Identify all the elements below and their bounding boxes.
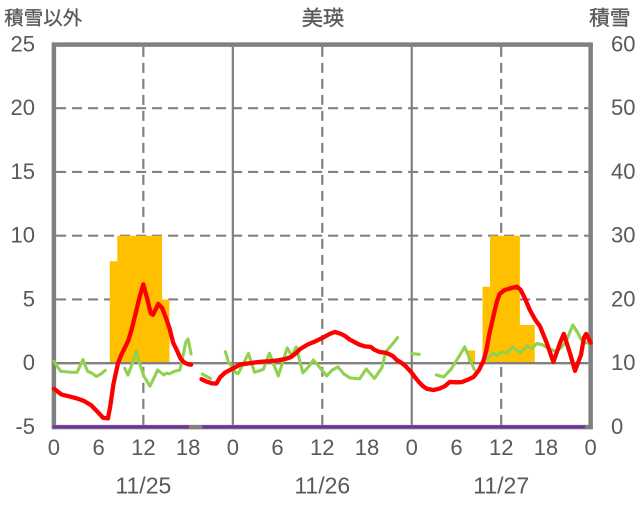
svg-text:60: 60 bbox=[611, 32, 635, 57]
svg-text:50: 50 bbox=[611, 95, 635, 120]
svg-text:40: 40 bbox=[611, 159, 635, 184]
svg-text:0: 0 bbox=[406, 435, 418, 460]
svg-text:12: 12 bbox=[489, 435, 513, 460]
svg-text:20: 20 bbox=[11, 95, 35, 120]
svg-text:11/27: 11/27 bbox=[473, 473, 529, 499]
svg-text:6: 6 bbox=[450, 435, 462, 460]
svg-text:5: 5 bbox=[23, 286, 35, 311]
svg-text:6: 6 bbox=[93, 435, 105, 460]
svg-text:6: 6 bbox=[271, 435, 283, 460]
svg-text:0: 0 bbox=[48, 435, 60, 460]
svg-text:0: 0 bbox=[611, 414, 623, 439]
svg-text:15: 15 bbox=[11, 159, 35, 184]
svg-text:25: 25 bbox=[11, 32, 35, 57]
svg-text:11/26: 11/26 bbox=[294, 473, 350, 499]
svg-text:18: 18 bbox=[534, 435, 558, 460]
svg-text:12: 12 bbox=[310, 435, 334, 460]
svg-text:20: 20 bbox=[611, 286, 635, 311]
svg-text:18: 18 bbox=[355, 435, 379, 460]
svg-text:0: 0 bbox=[227, 435, 239, 460]
svg-text:12: 12 bbox=[131, 435, 155, 460]
svg-text:18: 18 bbox=[176, 435, 200, 460]
svg-text:0: 0 bbox=[585, 435, 597, 460]
svg-text:0: 0 bbox=[23, 350, 35, 375]
svg-text:11/25: 11/25 bbox=[115, 473, 171, 499]
svg-text:-5: -5 bbox=[15, 414, 35, 439]
svg-text:30: 30 bbox=[611, 223, 635, 248]
svg-text:10: 10 bbox=[611, 350, 635, 375]
svg-text:10: 10 bbox=[11, 223, 35, 248]
